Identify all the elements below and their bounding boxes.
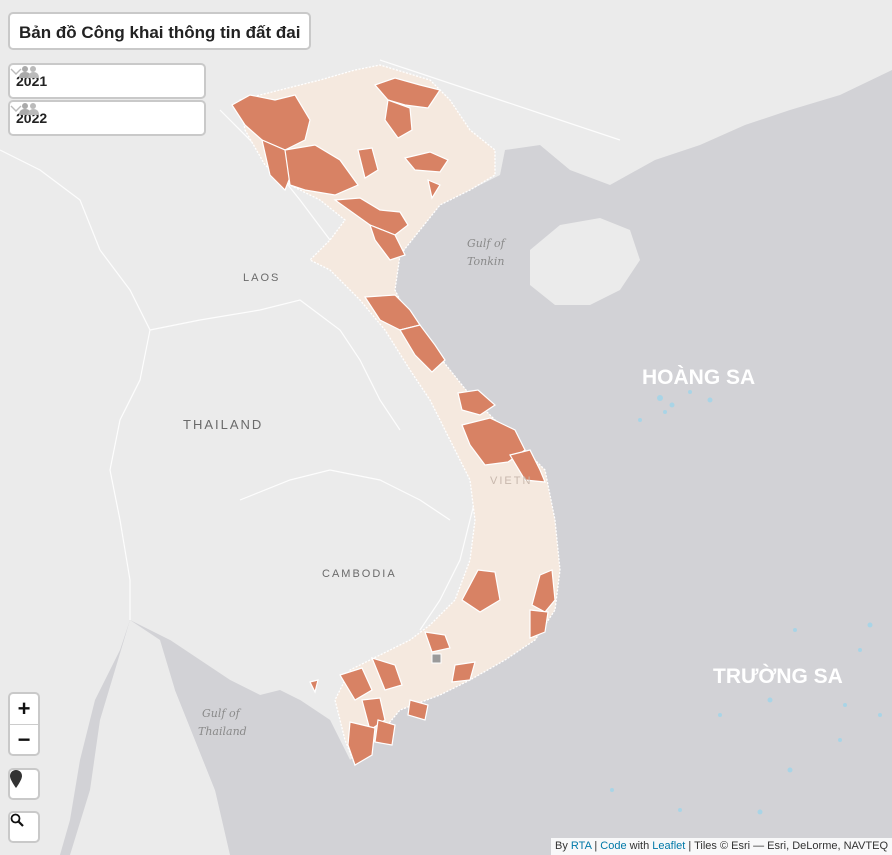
- province-hai-phong: [427, 179, 441, 200]
- province-tuyen-quang: [384, 99, 413, 139]
- zoom-out-button[interactable]: −: [10, 724, 38, 754]
- chevron-down-icon: [10, 105, 22, 112]
- hainan-island: [530, 218, 640, 305]
- gulf-thailand-water: [170, 640, 360, 855]
- year-select-2022[interactable]: 2022: [8, 100, 206, 136]
- province-khanh-hoa: [529, 609, 549, 639]
- province-thanh-hoa: [369, 223, 406, 261]
- province-dong-nai: [451, 661, 476, 683]
- map-marker-icon: [10, 770, 22, 788]
- province-bac-lieu: [374, 719, 396, 746]
- province-binh-duong: [424, 631, 451, 653]
- province-gia-lai: [461, 569, 501, 613]
- zoom-control: + −: [8, 692, 40, 756]
- attr-tiles: | Tiles © Esri — Esri, DeLorme, NAVTEQ: [685, 840, 888, 852]
- province-quang-tri: [457, 389, 496, 416]
- vietnam-provinces-highlighted[interactable]: [231, 77, 556, 766]
- map-attribution: By RTA | Code with Leaflet | Tiles © Esr…: [551, 838, 892, 855]
- label-truong-sa: TRƯỜNG SA: [713, 664, 843, 688]
- label-gulf-thailand-2: Thailand: [198, 725, 247, 738]
- peninsula-land: [70, 620, 230, 855]
- province-thai-nguyen: [403, 151, 449, 173]
- search-icon: [10, 813, 24, 827]
- label-gulf-thailand-1: Gulf of: [202, 707, 242, 720]
- chevron-down-icon: [10, 68, 22, 75]
- province-ha-tinh: [399, 324, 446, 373]
- label-laos: LAOS: [243, 272, 280, 284]
- label-gulf-tonkin-1: Gulf of: [467, 237, 507, 250]
- label-thailand: THAILAND: [183, 417, 263, 432]
- island-dots: [610, 390, 882, 815]
- search-button[interactable]: [8, 811, 40, 843]
- users-icon: [19, 103, 39, 115]
- attr-by: By: [555, 840, 571, 852]
- attr-sep: |: [591, 840, 601, 852]
- attr-with: with: [626, 840, 653, 852]
- map-marker-icon[interactable]: [431, 653, 442, 664]
- province-phu-yen: [531, 569, 556, 613]
- year-select-2021[interactable]: 2021: [8, 63, 206, 99]
- label-vietnam: VIETN: [490, 475, 532, 487]
- label-cambodia: CAMBODIA: [322, 568, 397, 580]
- zoom-in-button[interactable]: +: [17, 696, 31, 721]
- province-an-giang: [339, 667, 373, 701]
- label-gulf-tonkin-2: Tonkin: [467, 255, 504, 268]
- province-ben-tre: [407, 699, 429, 721]
- attr-code-link[interactable]: Code: [600, 840, 627, 852]
- page-title: Bản đồ Công khai thông tin đất đai: [8, 12, 312, 50]
- label-hoang-sa: HOÀNG SA: [642, 366, 755, 389]
- locate-button[interactable]: [8, 768, 40, 800]
- province-ca-mau: [347, 721, 376, 766]
- province-quang-ngai: [509, 449, 546, 483]
- attr-rta-link[interactable]: RTA: [570, 840, 592, 852]
- province-yen-bai: [357, 147, 379, 179]
- province-lai-chau: [231, 94, 311, 151]
- province-son-la: [284, 144, 359, 196]
- attr-leaflet-link[interactable]: Leaflet: [652, 840, 686, 852]
- province-ha-tien: [309, 679, 319, 694]
- province-dong-thap: [370, 657, 403, 691]
- users-icon: [19, 66, 39, 78]
